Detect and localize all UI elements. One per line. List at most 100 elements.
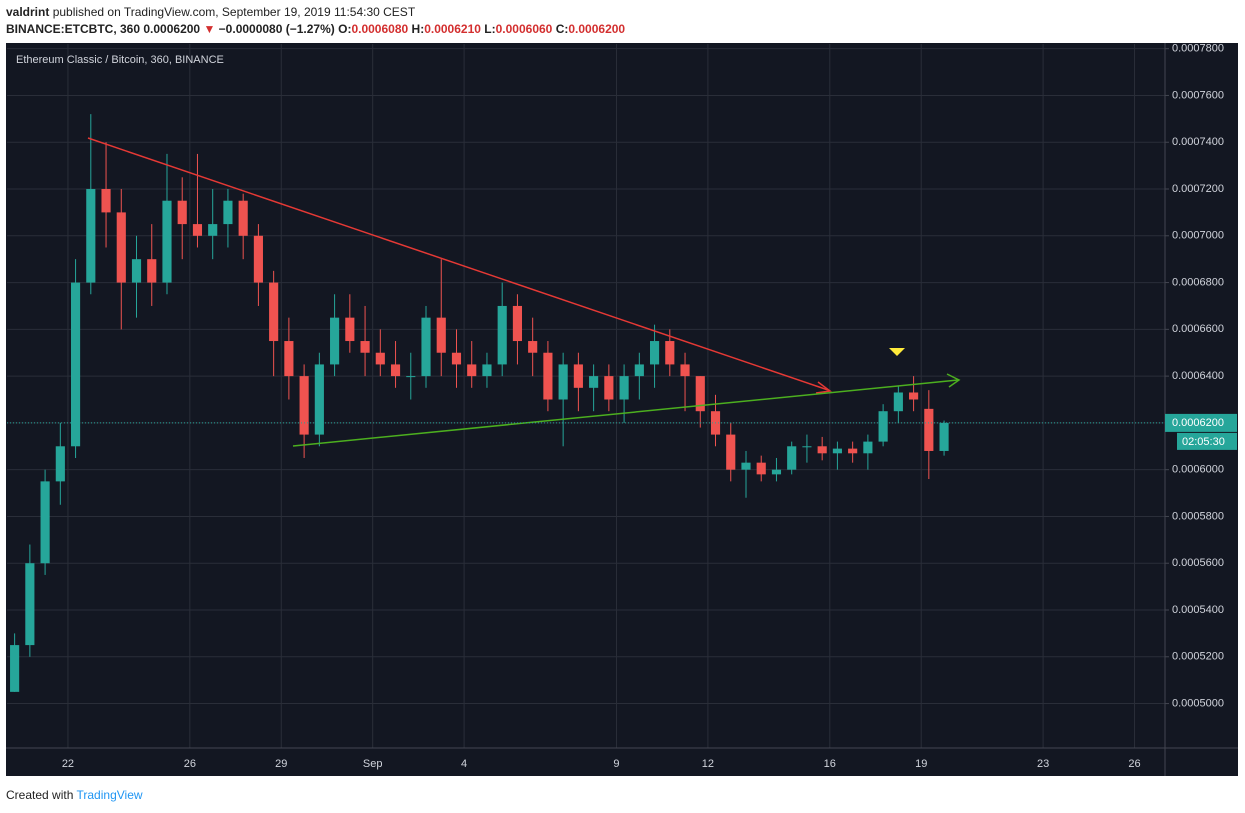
countdown-label: 02:05:30: [1182, 436, 1225, 448]
candle-body: [589, 376, 599, 388]
x-tick-label: 9: [613, 758, 619, 770]
candle-body: [695, 376, 705, 412]
x-tick-label: 26: [1128, 758, 1140, 770]
candle-body: [269, 282, 279, 342]
y-tick-label: 0.0007200: [1172, 183, 1224, 195]
candle-body: [284, 341, 294, 377]
support-line: [292, 379, 959, 447]
author[interactable]: valdrint: [6, 5, 50, 19]
candle-body: [771, 469, 782, 475]
candle-body: [177, 200, 187, 225]
x-tick-label: 19: [915, 758, 927, 770]
chart: Ethereum Classic / Bitcoin, 360, BINANCE…: [6, 43, 1238, 776]
x-tick-label: 26: [184, 758, 196, 770]
candle-body: [573, 364, 583, 388]
candle-body: [832, 448, 842, 454]
resistance-line: [87, 137, 829, 391]
last-price-tag: [1165, 413, 1237, 432]
y-tick-label: 0.0007600: [1172, 89, 1224, 101]
candle-body: [665, 341, 675, 365]
candle-body: [649, 341, 660, 365]
candle-body: [223, 200, 233, 225]
y-tick-label: 0.0007800: [1172, 43, 1224, 55]
ohlc-value: 0.0006200: [568, 22, 626, 36]
candle-body: [131, 259, 142, 283]
price: 0.0006200: [143, 22, 201, 36]
candle-body: [25, 563, 35, 646]
candle-body: [802, 446, 812, 448]
last-price-label: 0.0006200: [1172, 417, 1224, 429]
y-tick-label: 0.0006800: [1172, 276, 1224, 288]
candle-body: [390, 364, 401, 377]
ohlc-label: C:: [555, 22, 569, 36]
x-tick-label: 4: [461, 758, 467, 770]
y-tick-label: 0.0006000: [1172, 464, 1224, 476]
candle-body: [101, 189, 111, 213]
y-tick-label: 0.0005400: [1172, 604, 1224, 616]
x-tick-label: 22: [62, 758, 74, 770]
chart-title: Ethereum Classic / Bitcoin, 360, BINANCE: [16, 54, 224, 66]
footer: Created with TradingView: [6, 788, 143, 802]
candle-body: [817, 446, 827, 454]
y-tick-label: 0.0006600: [1172, 323, 1224, 335]
candle-body: [756, 462, 766, 475]
candle-body: [787, 446, 797, 470]
candle-body: [162, 200, 172, 283]
down-arrow: ▼: [203, 22, 216, 36]
candle-body: [330, 317, 340, 365]
candle-body: [70, 282, 81, 447]
y-tick-label: 0.0006400: [1172, 370, 1224, 382]
candle-body: [421, 317, 431, 377]
trendlines: [87, 137, 961, 447]
candle-body: [375, 352, 385, 365]
candle-body: [192, 224, 203, 236]
candle-body: [680, 364, 690, 377]
ohlc-value: 0.0006080: [351, 22, 409, 36]
brand[interactable]: TradingView: [76, 788, 143, 802]
candle-body: [86, 189, 96, 283]
candle-body: [497, 305, 507, 365]
candle-body: [878, 411, 888, 442]
candle-body: [208, 224, 218, 236]
support-arrowhead: [946, 373, 961, 388]
candle-body: [345, 317, 355, 342]
y-tick-label: 0.0007400: [1172, 136, 1224, 148]
candle-body: [451, 352, 462, 365]
x-tick-label: 12: [702, 758, 714, 770]
quote-line: BINANCE:ETCBTC, 360 0.0006200 ▼ −0.00000…: [6, 22, 625, 36]
ohlc-label: H:: [411, 22, 425, 36]
y-tick-label: 0.0005800: [1172, 510, 1224, 522]
candle-body: [543, 352, 553, 400]
ohlc-label: O:: [338, 22, 352, 36]
y-tick-label: 0.0005600: [1172, 557, 1224, 569]
candle-body: [55, 446, 65, 482]
candle-body: [116, 212, 126, 283]
ohlc: O:0.0006080 H:0.0006210 L:0.0006060 C:0.…: [338, 22, 625, 36]
x-tick-label: 29: [275, 758, 287, 770]
change: −0.0000080 (−1.27%): [218, 22, 335, 36]
candle-body: [558, 364, 568, 400]
candle-body: [40, 481, 50, 564]
candle-body: [604, 376, 614, 400]
candle-body: [848, 448, 858, 454]
candle-body: [467, 364, 477, 377]
candle-body: [147, 259, 157, 283]
resistance-arrowhead: [815, 381, 832, 394]
candle-body: [314, 364, 324, 435]
candle-body: [406, 376, 416, 378]
x-tick-label: Sep: [363, 758, 383, 770]
candle-body: [482, 364, 492, 377]
candle-body: [512, 305, 523, 342]
candle-body: [436, 317, 446, 353]
y-tick-label: 0.0005000: [1172, 697, 1224, 709]
candle-body: [863, 441, 873, 454]
candle-body: [924, 408, 934, 451]
candle-body: [528, 341, 538, 353]
candles: [10, 114, 949, 692]
countdown-tag: [1177, 432, 1237, 450]
candle-body: [909, 392, 919, 400]
publish-line: valdrint published on TradingView.com, S…: [6, 5, 415, 19]
x-tick-label: 23: [1037, 758, 1049, 770]
symbol: BINANCE:ETCBTC, 360: [6, 22, 141, 36]
